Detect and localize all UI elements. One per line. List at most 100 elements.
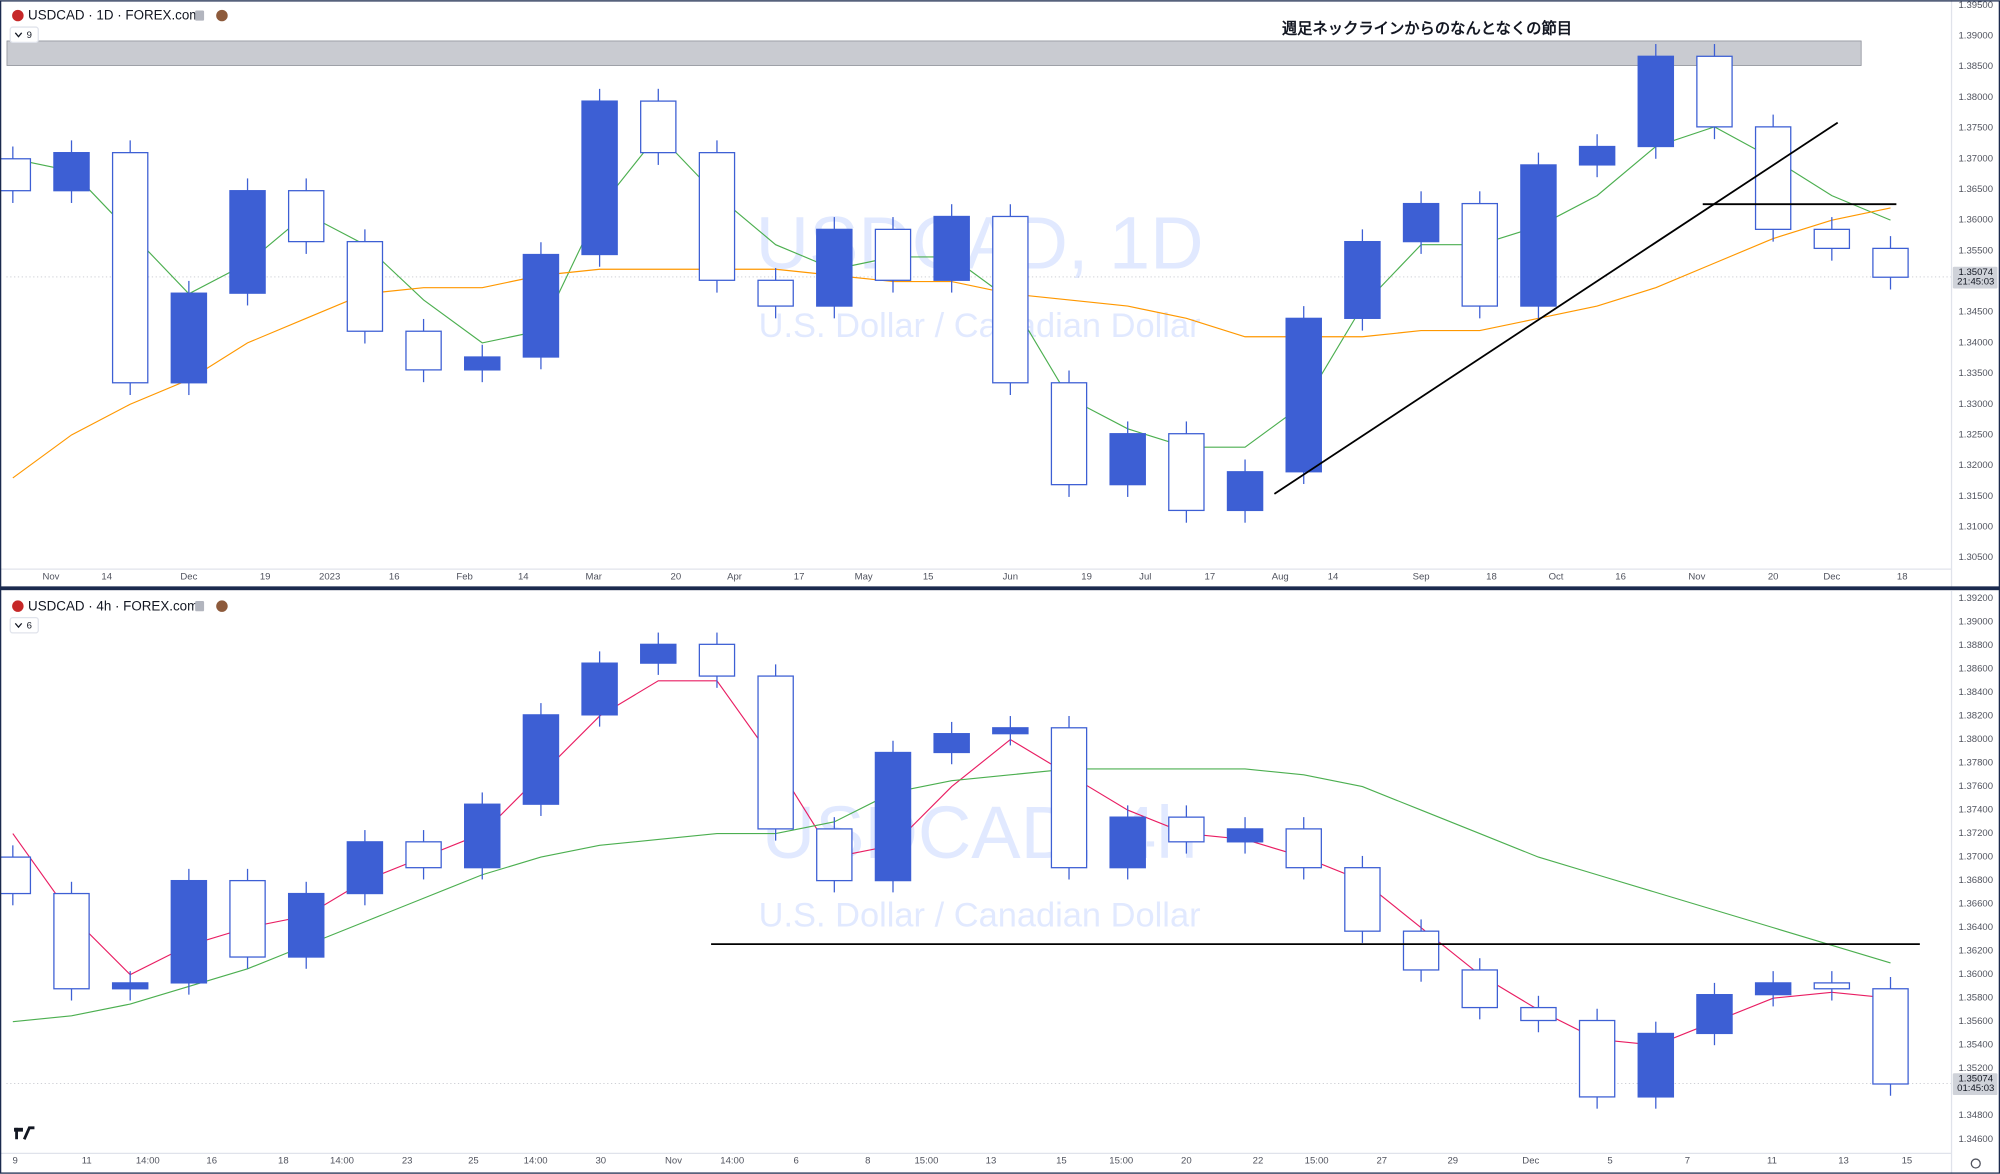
- candle-body: [1637, 55, 1675, 148]
- x-tick-label: 22: [1253, 1156, 1264, 1167]
- candle-body: [111, 152, 149, 384]
- chevron: [14, 32, 23, 38]
- candle-body: [522, 253, 560, 358]
- x-tick-label: 14:00: [136, 1156, 160, 1167]
- candle-body: [1402, 930, 1440, 971]
- x-tick-label: 19: [1081, 571, 1092, 582]
- candle-body: [1813, 982, 1851, 990]
- chart-title: USDCAD · 4h · FOREX.com: [28, 598, 198, 613]
- x-tick-label: Mar: [586, 571, 603, 582]
- y-tick-label: 1.37500: [1959, 123, 1994, 134]
- x-tick-label: 15:00: [914, 1156, 938, 1167]
- candle-body: [816, 228, 853, 307]
- x-tick-label: Nov: [42, 571, 59, 582]
- candle-body: [53, 892, 90, 990]
- y-tick-label: 1.38600: [1959, 664, 1994, 675]
- candle-body: [111, 982, 149, 990]
- last-price-label: 1.35074: [1959, 1074, 1994, 1085]
- moving-average: [12, 768, 1891, 1023]
- candle-body: [522, 714, 560, 805]
- candle-body: [581, 662, 618, 716]
- x-tick-label: 20: [671, 571, 682, 582]
- y-tick-label: 1.37800: [1959, 758, 1994, 769]
- y-tick-label: 1.33000: [1959, 399, 1994, 410]
- x-tick-label: 14:00: [330, 1156, 354, 1167]
- y-tick-label: 1.31000: [1959, 522, 1994, 533]
- y-tick-label: 1.34500: [1959, 307, 1994, 318]
- candle-body: [1754, 982, 1792, 996]
- candle-body: [170, 292, 208, 384]
- candle-body: [816, 828, 853, 882]
- candle-body: [53, 152, 90, 192]
- candle-body: [1285, 317, 1322, 473]
- x-tick-label: 2023: [319, 571, 340, 582]
- x-tick-label: 29: [1447, 1156, 1458, 1167]
- y-tick-label: 1.36000: [1959, 969, 1994, 980]
- indicator-toggle[interactable]: [9, 26, 39, 43]
- emoji-icon: [216, 9, 228, 22]
- watermark-subtitle: U.S. Dollar / Canadian Dollar: [759, 896, 1201, 934]
- x-tick-label: 14: [101, 571, 112, 582]
- x-tick-label: 17: [794, 571, 805, 582]
- x-tick-label: 20: [1181, 1156, 1192, 1167]
- candle-body: [933, 733, 970, 754]
- x-tick-label: Jul: [1139, 571, 1151, 582]
- candle-body: [1050, 382, 1088, 486]
- panel-separator: [0, 586, 2000, 591]
- candle-body: [1344, 240, 1381, 319]
- candle-body: [1696, 994, 1733, 1035]
- y-tick-label: 1.34800: [1959, 1110, 1994, 1121]
- candle-body: [1813, 228, 1851, 250]
- symbol-icon: [12, 600, 24, 612]
- candle-body: [405, 330, 442, 371]
- candle-body: [1461, 969, 1499, 1009]
- flag-icon: [195, 601, 205, 612]
- candle-body: [0, 856, 32, 895]
- candle-body: [992, 215, 1029, 384]
- candle-body: [1872, 988, 1909, 1085]
- settings-icon[interactable]: [1970, 1158, 1981, 1169]
- candle-body: [757, 279, 794, 307]
- y-tick-label: 1.36000: [1959, 215, 1994, 226]
- candle-body: [1578, 1019, 1616, 1098]
- countdown-label: 01:45:03: [1957, 1083, 1994, 1094]
- candle-body: [757, 675, 794, 830]
- x-tick-label: Feb: [456, 571, 472, 582]
- x-tick-label: 18: [1897, 571, 1908, 582]
- candle-body: [1637, 1032, 1675, 1098]
- x-tick-label: 16: [1615, 571, 1626, 582]
- y-tick-label: 1.32500: [1959, 429, 1994, 440]
- x-tick-label: 19: [260, 571, 271, 582]
- y-tick-label: 1.39000: [1959, 617, 1994, 628]
- candle-body: [933, 215, 970, 281]
- candle-body: [346, 841, 384, 895]
- y-tick-label: 1.38200: [1959, 711, 1994, 722]
- x-tick-label: 14: [1328, 571, 1339, 582]
- x-tick-label: Apr: [727, 571, 743, 582]
- x-tick-label: 5: [1607, 1156, 1612, 1167]
- candle-body: [1109, 816, 1146, 869]
- y-tick-label: 1.38000: [1959, 92, 1994, 103]
- x-tick-label: 20: [1768, 571, 1779, 582]
- candle-body: [0, 158, 32, 192]
- x-tick-label: 14:00: [524, 1156, 548, 1167]
- candle-body: [1461, 202, 1499, 307]
- candle-body: [1344, 867, 1381, 932]
- indicator-toggle[interactable]: [9, 616, 39, 634]
- candle-body: [464, 803, 501, 869]
- y-tick-label: 1.37200: [1959, 828, 1994, 839]
- x-tick-label: 18: [1486, 571, 1497, 582]
- x-tick-label: 13: [986, 1156, 997, 1167]
- candle-body: [1285, 828, 1322, 869]
- candle-body: [640, 100, 677, 154]
- candle-body: [229, 190, 266, 294]
- y-tick-label: 1.34000: [1959, 337, 1994, 348]
- y-tick-label: 1.36600: [1959, 899, 1994, 910]
- x-tick-label: 16: [206, 1156, 217, 1167]
- x-tick-label: Jun: [1003, 571, 1018, 582]
- candle-body: [170, 879, 208, 984]
- x-tick-label: May: [855, 571, 873, 582]
- x-tick-label: 11: [82, 1156, 92, 1167]
- x-tick-label: 25: [468, 1156, 479, 1167]
- indicator-count: 9: [27, 30, 32, 41]
